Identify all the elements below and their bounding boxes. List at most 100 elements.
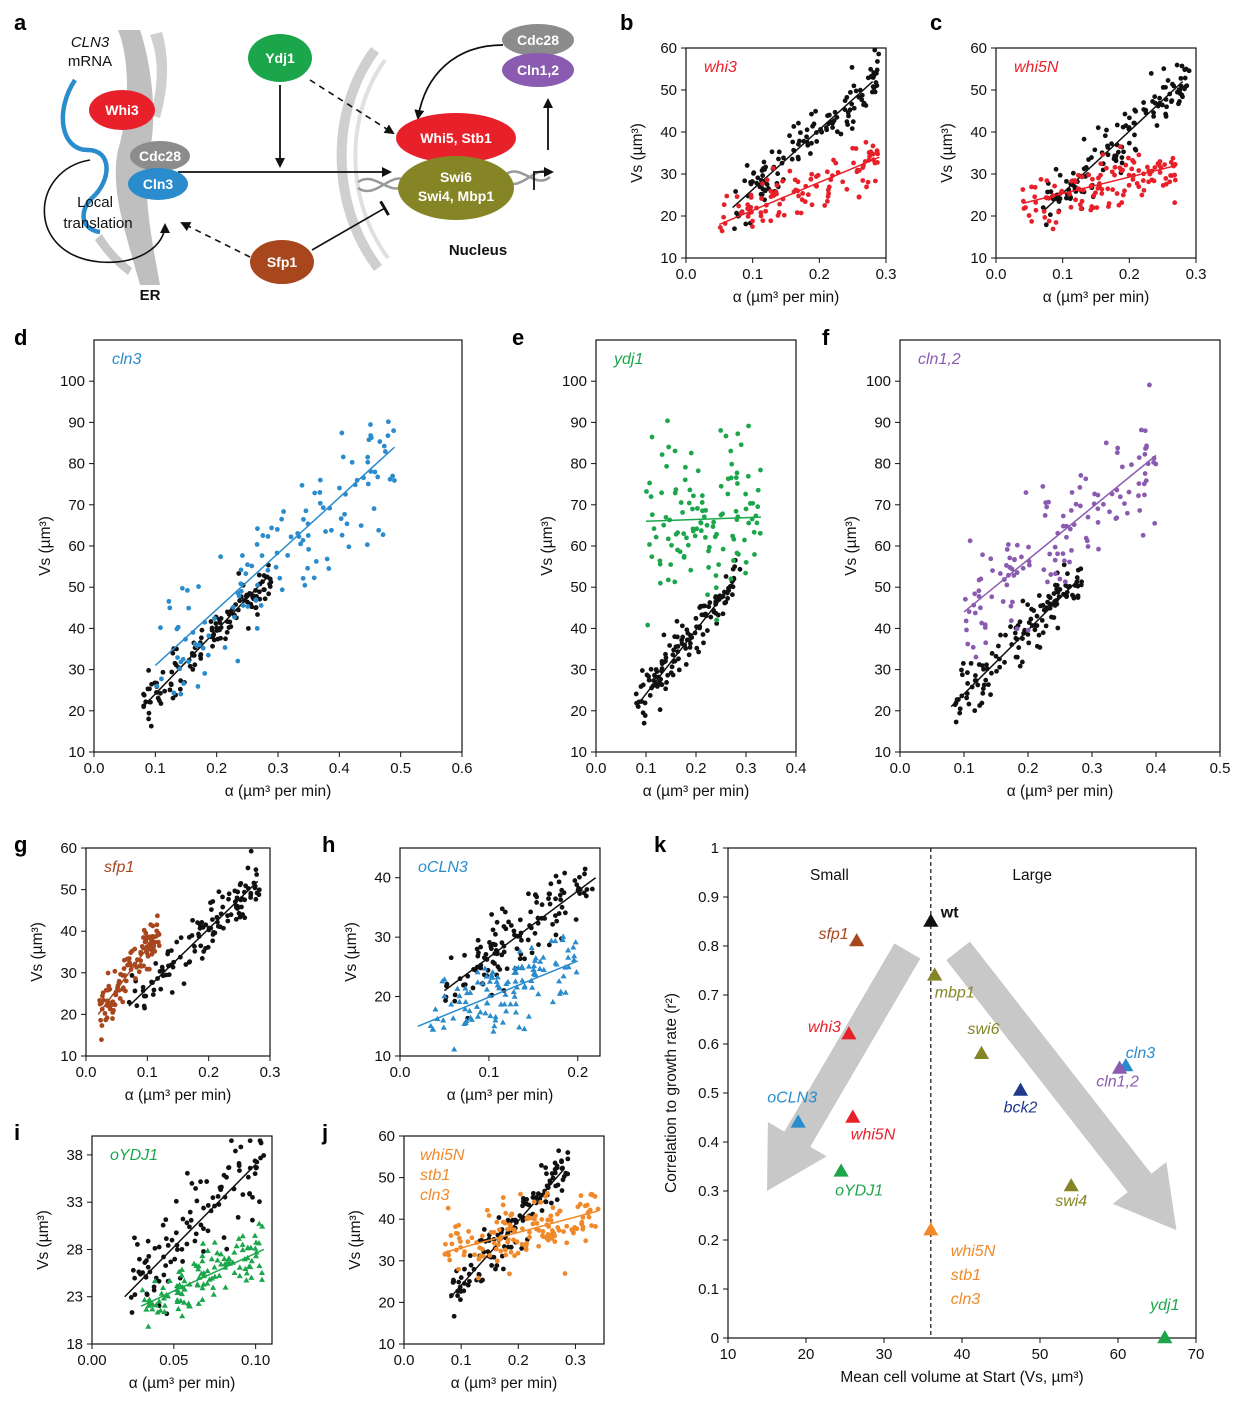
data-point (851, 105, 857, 111)
data-point (554, 918, 560, 924)
data-point (105, 970, 111, 976)
data-point (214, 1249, 221, 1256)
data-point (482, 1010, 489, 1016)
data-point (535, 990, 542, 997)
data-point (674, 618, 680, 624)
data-point (678, 500, 684, 505)
data-point (1023, 490, 1029, 496)
data-point (682, 477, 688, 483)
y-tick-label: 80 (874, 456, 891, 473)
data-point (716, 562, 722, 567)
data-point (514, 946, 520, 952)
data-point (1112, 164, 1118, 170)
data-point (145, 1238, 151, 1244)
x-tick-label: 0.1 (1052, 266, 1073, 283)
data-point (201, 1226, 206, 1232)
data-point (186, 605, 192, 611)
y-tick-label: 23 (66, 1289, 83, 1306)
x-tick-label: 0.1 (636, 760, 657, 777)
data-point (645, 622, 651, 628)
data-point (188, 1217, 194, 1223)
data-point (1052, 557, 1058, 563)
y-tick-label: 40 (970, 124, 987, 141)
data-point (99, 1023, 105, 1028)
data-point (137, 1256, 142, 1262)
data-point (508, 1249, 514, 1255)
data-point (466, 1007, 473, 1014)
data-point (562, 1271, 568, 1276)
data-point (1090, 176, 1095, 182)
data-point (517, 917, 523, 923)
data-point (145, 686, 151, 692)
data-point (550, 1175, 556, 1181)
data-point (787, 133, 792, 139)
data-point (489, 912, 495, 917)
data-point (451, 1313, 457, 1319)
data-point (179, 1312, 186, 1319)
data-point (1014, 626, 1020, 632)
data-point (1026, 620, 1032, 626)
data-point (573, 969, 580, 975)
data-point (494, 1258, 500, 1264)
data-point (225, 918, 231, 924)
data-point (555, 1182, 561, 1188)
data-point (679, 637, 685, 643)
data-point (563, 1170, 569, 1176)
data-point (745, 213, 751, 219)
data-point (683, 464, 688, 470)
data-point (238, 588, 244, 594)
data-point (516, 1024, 523, 1030)
data-point (1141, 100, 1147, 105)
data-point (99, 1037, 104, 1043)
data-point (1160, 183, 1166, 188)
data-point (1020, 598, 1026, 604)
data-point (558, 897, 564, 903)
data-point (1122, 111, 1128, 117)
dashed-sfp1-to-cln3 (180, 222, 251, 258)
data-point (791, 124, 797, 129)
y-axis-label: Vs (µm³) (343, 922, 360, 982)
data-point (582, 866, 588, 872)
data-point (809, 202, 815, 208)
data-point (1062, 558, 1067, 564)
data-point (239, 904, 244, 910)
data-point (721, 202, 727, 208)
data-point (557, 892, 563, 898)
data-point (1096, 546, 1101, 552)
data-point (256, 1220, 263, 1226)
data-point (751, 529, 757, 535)
data-point (242, 915, 248, 921)
data-point (838, 131, 844, 137)
data-point (554, 1197, 560, 1203)
data-point (372, 469, 378, 475)
panel-strain-label: stb1 (420, 1167, 450, 1184)
data-point (1047, 601, 1053, 607)
data-point (238, 567, 244, 573)
data-point (868, 149, 874, 155)
data-point (1136, 168, 1142, 173)
data-point (1163, 176, 1169, 181)
data-point (250, 1194, 255, 1200)
data-point (1078, 473, 1084, 478)
data-point (342, 511, 347, 517)
data-point (381, 443, 387, 449)
plot-frame (403, 1135, 605, 1345)
data-point (983, 640, 989, 646)
data-point (969, 684, 975, 690)
data-point (842, 98, 848, 104)
data-point (633, 691, 639, 697)
data-point (1064, 178, 1069, 184)
data-point (1157, 170, 1163, 175)
data-point (458, 1239, 463, 1245)
data-point (326, 566, 332, 571)
data-point (525, 1013, 532, 1019)
data-point (120, 972, 126, 978)
data-point (494, 1263, 500, 1268)
data-point (303, 508, 309, 514)
data-point (641, 720, 647, 726)
data-point (99, 1000, 104, 1006)
data-point (214, 1257, 221, 1263)
panel-letter-a: a (14, 10, 27, 35)
